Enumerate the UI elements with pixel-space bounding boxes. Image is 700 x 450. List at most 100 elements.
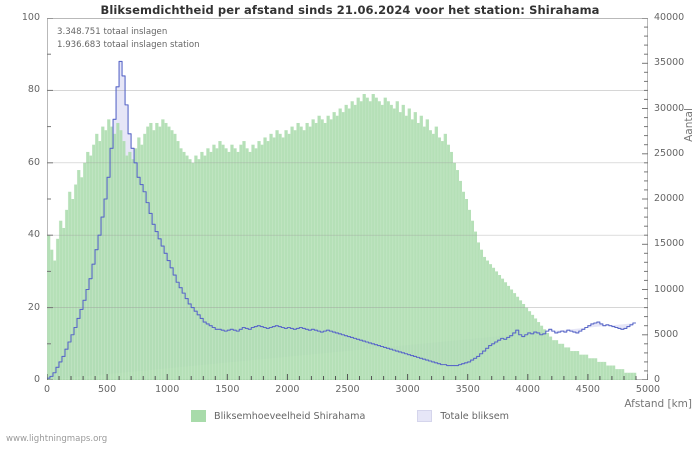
bar [512,293,517,380]
bar [350,101,354,380]
bar [203,155,207,380]
bar-separator [248,151,249,380]
bar-separator [92,144,93,380]
bar [464,199,468,380]
bar-separator [374,97,376,380]
bar-separator [512,293,514,380]
bar-separator [380,104,382,380]
bar [245,148,249,380]
bar-separator [413,112,415,380]
bar-separator [101,126,102,380]
bar [140,144,144,380]
bar-separator [371,94,373,380]
bar [79,177,84,380]
bar-separator [266,141,267,380]
bar [491,267,496,380]
bar [539,325,544,380]
bar-separator [560,343,562,380]
bar-separator [482,256,484,380]
bar [161,119,165,380]
bar [95,133,99,380]
bar-separator [551,340,553,380]
x-tick-2000: 2000 [275,384,300,395]
bar [383,97,387,380]
bar [323,122,327,380]
bar [293,130,297,380]
bar [76,170,81,380]
legend-label-station: Bliksemhoeveelheid Shirahama [214,410,366,422]
bar [359,101,363,380]
bar [281,137,285,380]
bar [188,159,192,380]
bar [61,227,66,380]
bar [566,347,571,380]
bar-separator [566,347,568,380]
bar [398,112,402,380]
bar [254,148,258,380]
bar-separator [563,347,565,380]
legend-swatch-station [191,410,207,422]
bar-separator [626,372,628,380]
bar [527,311,532,380]
bar [608,365,613,380]
bar-separator [281,137,282,380]
bar [164,122,168,380]
y-tick-left-0: 0 [33,374,40,385]
y-tick-right-20000: 20000 [654,193,685,204]
bar-separator [464,199,466,380]
bar-separator [545,332,547,380]
legend-item-station: Bliksemhoeveelheid Shirahama [191,410,365,422]
y-tick-right-5000: 5000 [654,328,679,340]
x-tick-4500: 4500 [575,384,600,395]
bar [605,365,610,380]
bar [197,159,201,380]
bar-separator [476,242,478,380]
bar-separator [593,358,595,380]
x-tick-3000: 3000 [395,384,420,395]
bar [440,141,444,380]
bar [55,238,60,380]
bar [146,126,150,380]
bar [515,296,520,380]
bar [458,180,462,380]
bar [311,119,315,380]
bar-separator [122,141,123,380]
bar [485,260,490,380]
bar-separator [155,122,156,380]
bar-separator [470,220,472,380]
bar [617,369,622,380]
bar-separator [263,137,264,380]
bar [224,148,228,380]
station-density-bars [47,94,637,380]
bar [284,130,288,380]
bar [131,159,135,380]
bar [356,97,360,380]
bar-separator [170,130,171,380]
bar [500,278,505,380]
bar [371,94,375,380]
bar [116,122,120,380]
bar [125,155,129,380]
bar [257,141,261,380]
legend-swatch-total [417,410,433,422]
bar-separator [446,144,448,380]
bar [365,97,369,380]
bar-separator [245,148,246,380]
bar [422,126,426,380]
bar [482,256,487,380]
bar-separator [611,365,613,380]
bar-separator [284,130,285,380]
bar-separator [365,97,367,380]
y-tick-left-60: 60 [27,156,40,168]
bar-separator [392,108,394,380]
bar [248,151,252,380]
bar [479,249,484,380]
bar [554,340,559,380]
bar [548,336,553,380]
x-tick-3500: 3500 [455,384,480,395]
bar [191,162,195,380]
bar-separator [401,104,403,380]
bar [92,144,96,380]
bar-separator [389,104,391,380]
